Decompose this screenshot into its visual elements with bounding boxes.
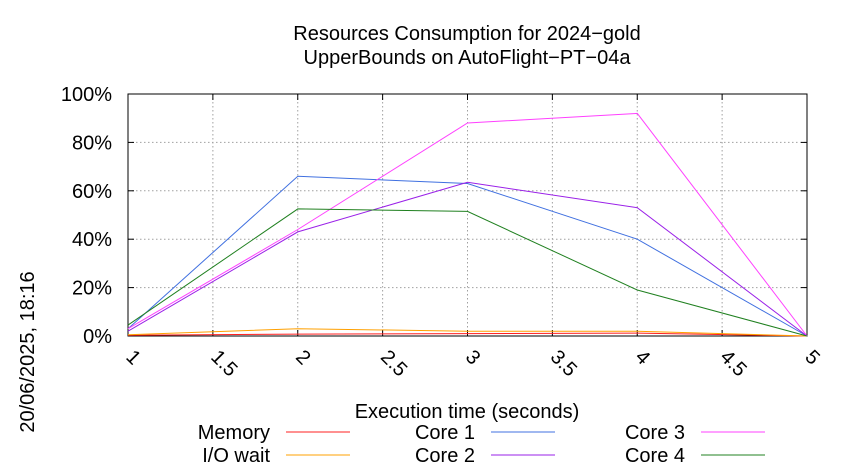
grid (128, 94, 807, 336)
y-tick-label: 20% (72, 278, 112, 300)
axis-ticks (127, 93, 808, 337)
series-lines (127, 112, 808, 337)
legend-label-core-3: Core 3 (625, 422, 685, 444)
legend-label-memory: Memory (198, 422, 270, 444)
series-line-core-1 (127, 175, 808, 337)
chart-title-line-2: UpperBounds on AutoFlight−PT−04a (304, 47, 632, 69)
y-tick-label: 0% (83, 326, 112, 348)
x-tick-labels: 1 1.5 2 2.5 3 3.5 4 4.5 5 (121, 346, 823, 381)
timestamp-label: 20/06/2025, 18:16 (17, 271, 39, 432)
series-line-memory (127, 332, 808, 337)
y-tick-label: 80% (72, 132, 112, 154)
series-line-i-o-wait (127, 328, 808, 337)
x-tick-label: 2 (291, 346, 314, 369)
x-tick-label: 1 (121, 346, 144, 369)
x-tick-label: 1.5 (206, 346, 241, 381)
y-tick-label: 100% (61, 84, 112, 106)
x-axis-label: Execution time (seconds) (355, 401, 580, 423)
series-line-core-2 (127, 181, 808, 337)
x-tick-label: 2.5 (376, 346, 411, 381)
legend-label-core-2: Core 2 (415, 445, 475, 467)
x-tick-label: 3 (461, 346, 484, 369)
x-tick-label: 5 (800, 346, 823, 369)
y-tick-label: 60% (72, 181, 112, 203)
legend-label-i-o-wait: I/O wait (202, 445, 270, 467)
x-tick-label: 4.5 (716, 346, 751, 381)
legend-label-core-4: Core 4 (625, 445, 685, 467)
x-tick-label: 4 (631, 346, 654, 369)
x-tick-label: 3.5 (546, 346, 581, 381)
chart-title-line-1: Resources Consumption for 2024−gold (293, 23, 640, 45)
series-line-core-3 (127, 112, 808, 337)
y-tick-labels: 0% 20% 40% 60% 80% 100% (61, 84, 112, 348)
legend-label-core-1: Core 1 (415, 422, 475, 444)
series-line-core-4 (127, 208, 808, 337)
y-tick-label: 40% (72, 229, 112, 251)
